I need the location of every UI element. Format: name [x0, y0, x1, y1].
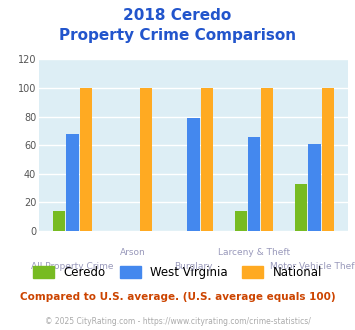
Bar [248, 137, 260, 231]
Text: Property Crime Comparison: Property Crime Comparison [59, 28, 296, 43]
Bar [80, 88, 92, 231]
Text: Larceny & Theft: Larceny & Theft [218, 248, 290, 257]
Bar [261, 88, 273, 231]
Bar [140, 88, 152, 231]
Bar [235, 211, 247, 231]
Bar [53, 211, 65, 231]
Text: Compared to U.S. average. (U.S. average equals 100): Compared to U.S. average. (U.S. average … [20, 292, 335, 302]
Bar [187, 118, 200, 231]
Bar [201, 88, 213, 231]
Legend: Ceredo, West Virginia, National: Ceredo, West Virginia, National [28, 262, 327, 284]
Text: Burglary: Burglary [174, 262, 213, 271]
Text: All Property Crime: All Property Crime [31, 262, 114, 271]
Bar [322, 88, 334, 231]
Text: © 2025 CityRating.com - https://www.cityrating.com/crime-statistics/: © 2025 CityRating.com - https://www.city… [45, 317, 310, 326]
Text: 2018 Ceredo: 2018 Ceredo [124, 8, 231, 23]
Bar [66, 134, 78, 231]
Bar [308, 144, 321, 231]
Text: Arson: Arson [120, 248, 146, 257]
Text: Motor Vehicle Theft: Motor Vehicle Theft [271, 262, 355, 271]
Bar [295, 184, 307, 231]
